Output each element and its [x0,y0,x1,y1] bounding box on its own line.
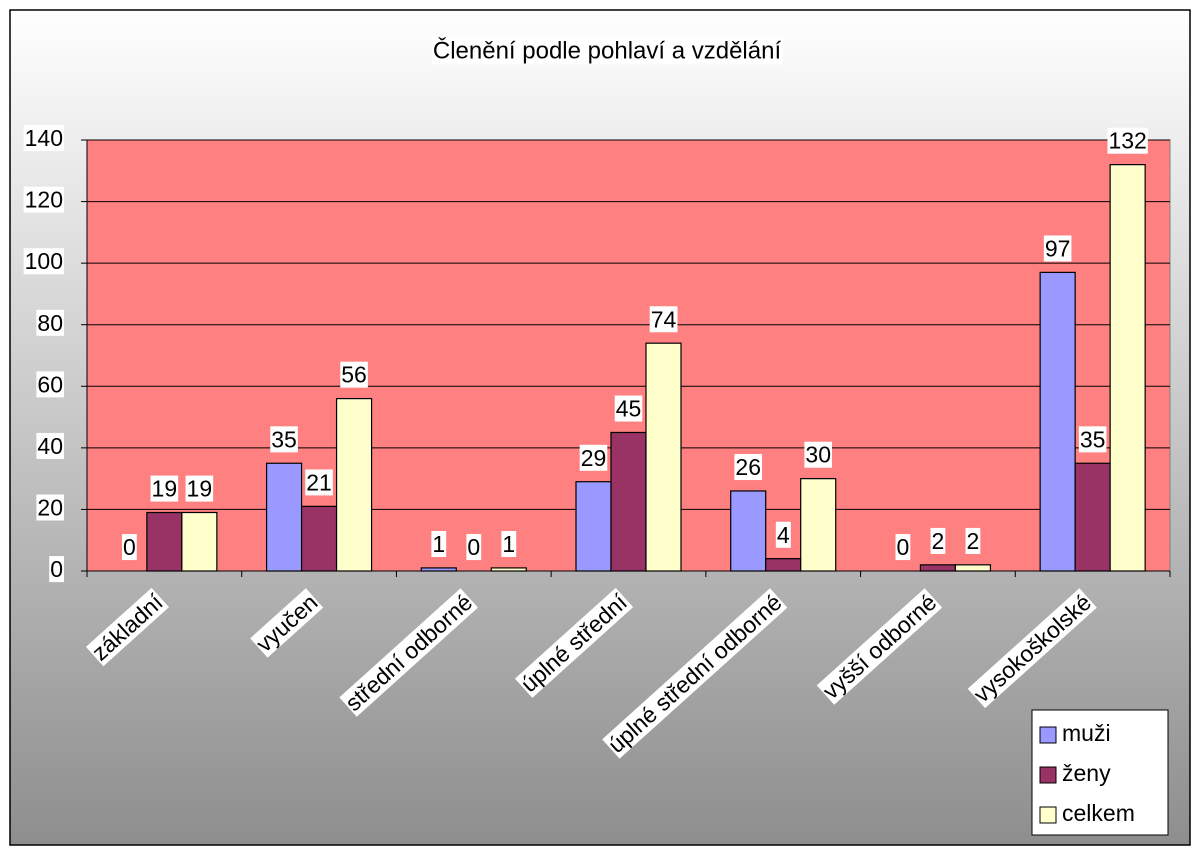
chart-title: Členění podle pohlaví a vzdělání [433,36,782,64]
x-tick-label-bg [514,587,634,698]
bar [919,564,957,572]
data-label: 132 [1108,128,1146,154]
bar [181,511,218,572]
data-label: 30 [805,442,831,468]
data-label: 2 [967,528,980,554]
bar [645,342,682,572]
data-label-bg [649,306,678,333]
data-label-bg [305,469,333,496]
data-label-bg [1078,426,1107,453]
data-label: 35 [271,426,297,452]
data-label: 29 [581,445,607,471]
chart-title-bg [431,36,783,65]
data-label: 26 [735,454,761,480]
y-tick-label-bg [23,125,64,152]
data-label: 35 [1080,426,1106,452]
y-tick-label-bg [49,556,64,583]
data-label-bg [340,361,368,388]
x-tick-label-bg [602,588,788,759]
x-tick-label-bg [85,587,169,667]
y-tick-label: 140 [25,125,63,151]
y-tick-label: 20 [37,495,63,521]
legend-label: ženy [1062,760,1111,786]
bar [610,431,647,572]
y-tick-label-bg [36,309,64,336]
bar [335,398,373,572]
data-label: 74 [651,306,677,332]
bar [265,462,303,572]
bar [1074,462,1111,572]
y-tick-label-bg [36,432,64,459]
data-label-bg [185,475,214,502]
legend-label: celkem [1062,800,1135,826]
data-label-bg [930,527,946,554]
data-label-bg [775,521,791,548]
legend-label: muži [1062,720,1111,746]
y-tick-label-bg [36,371,64,398]
bar [1039,271,1076,572]
x-tick-label-bg [339,588,478,717]
data-label: 4 [777,522,790,548]
data-label: 56 [341,362,367,388]
data-label-bg [150,475,179,502]
data-label-bg [614,395,643,422]
bar [300,505,338,572]
data-label-bg [965,527,981,554]
data-label: 0 [123,534,136,560]
data-label-bg [466,534,482,561]
y-tick-label: 0 [50,556,63,582]
bar [575,481,612,572]
data-label-bg [579,444,608,471]
data-label: 19 [152,476,178,502]
y-tick-label-bg [23,248,64,275]
bar [146,511,183,572]
y-tick-label: 100 [25,248,63,274]
data-label-bg [270,426,298,453]
bar [490,567,527,572]
y-tick-label: 120 [25,187,63,213]
data-label: 21 [306,469,332,495]
y-tick-label-bg [36,494,64,521]
data-label: 1 [432,531,445,557]
data-label: 1 [502,531,515,557]
data-label-bg [734,454,763,481]
data-label-bg [501,530,517,557]
legend-swatch [1039,806,1057,824]
data-label: 19 [187,476,213,502]
data-label-bg [121,534,137,561]
data-label: 2 [932,528,945,554]
y-tick-label: 80 [37,310,63,336]
bar [420,567,457,572]
bar [730,490,767,572]
legend-swatch [1039,726,1057,744]
y-tick-label: 60 [37,371,63,397]
bar [800,478,837,572]
data-label: 0 [467,534,480,560]
x-tick-label-bg [967,588,1097,709]
bar [954,564,992,572]
x-tick-label-bg [816,588,943,705]
y-tick-label-bg [23,186,64,213]
data-label-bg [431,530,447,557]
legend-swatch [1039,766,1057,784]
data-label: 97 [1045,235,1071,261]
data-label-bg [1043,235,1072,262]
data-label-bg [1107,127,1148,154]
data-label-bg [895,534,911,561]
bar [765,558,802,572]
data-label: 0 [897,534,910,560]
data-label-bg [804,441,833,468]
x-tick-label-bg [250,588,324,658]
bar [1109,164,1146,572]
y-tick-label: 40 [37,433,63,459]
data-label: 45 [616,396,642,422]
